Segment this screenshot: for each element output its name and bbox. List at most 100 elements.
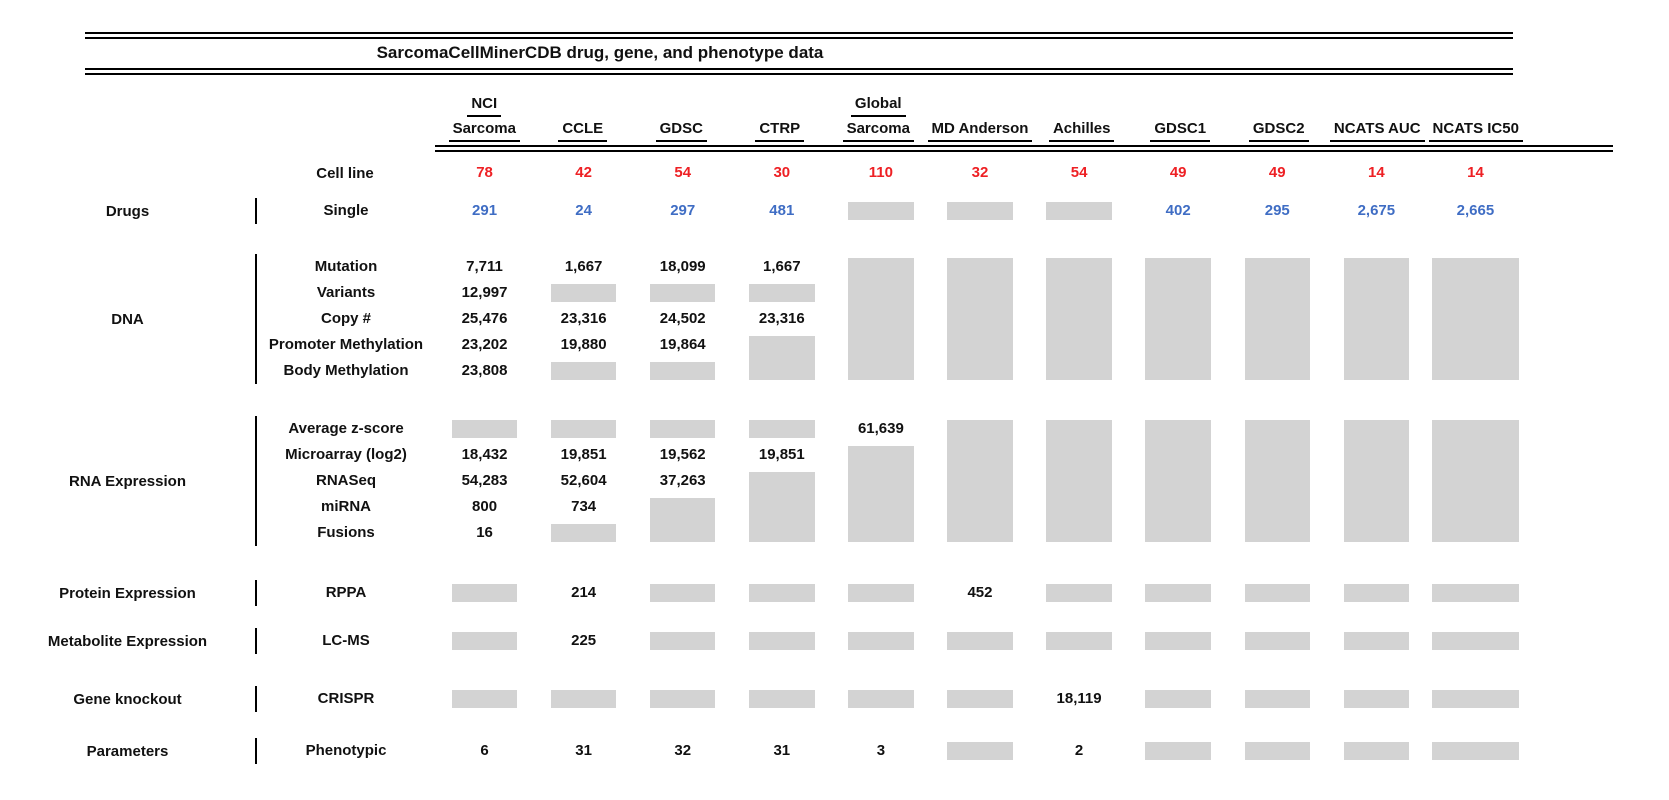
cell-line-count: 78 — [476, 164, 493, 181]
data-value: 481 — [769, 202, 795, 219]
data-value: 54,283 — [461, 472, 508, 489]
data-column: 1,667 23,316 19,880 — [534, 254, 633, 384]
row-label: Fusions — [317, 524, 375, 541]
section-drugs: Drugs Single 291 24 297 481 402 295 2,675 2,665 — [0, 198, 1669, 224]
no-data-box — [550, 420, 617, 438]
data-column: 24 — [534, 198, 633, 224]
no-data-box — [1244, 420, 1310, 542]
column-header: GDSC1 — [1131, 86, 1230, 142]
column-header-label: CCLE — [558, 119, 608, 142]
column-header: Global Sarcoma — [829, 86, 928, 142]
data-column — [1228, 738, 1327, 764]
data-value: 1,667 — [763, 258, 801, 275]
data-value: 297 — [670, 202, 696, 219]
data-value: 24 — [575, 202, 592, 219]
row-label: miRNA — [320, 498, 371, 515]
data-column: 297 — [633, 198, 732, 224]
no-data-box — [947, 690, 1013, 708]
no-data-box — [1343, 258, 1410, 380]
data-column: 452 — [930, 580, 1029, 606]
title-bottom-rule — [85, 68, 1513, 75]
no-data-box — [451, 632, 518, 650]
cell-line-count: 110 — [868, 164, 893, 181]
data-column — [1030, 198, 1129, 224]
no-data-box — [1145, 690, 1211, 708]
no-data-box — [947, 420, 1013, 542]
no-data-box — [749, 284, 815, 302]
no-data-box — [749, 632, 815, 650]
no-data-box — [550, 362, 617, 380]
data-value: 800 — [472, 498, 498, 515]
no-data-box — [947, 202, 1013, 220]
no-data-box — [650, 632, 716, 650]
no-data-box — [749, 584, 815, 602]
table-body: Drugs Single 291 24 297 481 402 295 2,675 2,665 DN… — [0, 198, 1669, 764]
no-data-box — [650, 420, 716, 438]
data-column: 2 — [1030, 738, 1129, 764]
data-column — [534, 686, 633, 712]
no-data-box — [1343, 584, 1410, 602]
no-data-box — [1046, 632, 1112, 650]
no-data-box — [451, 584, 518, 602]
cell-line-count: 54 — [1070, 164, 1088, 181]
column-header-label: MD Anderson — [927, 119, 1033, 142]
no-data-box — [749, 690, 815, 708]
no-data-box — [1145, 584, 1211, 602]
data-value: 214 — [571, 584, 597, 601]
data-column: 6 — [435, 738, 534, 764]
data-value: 18,119 — [1056, 690, 1102, 707]
cell-line-row: Cell line 78 42 54 30 110 32 54 49 49 14 14 — [0, 160, 1669, 186]
row-label: Average z-score — [288, 420, 404, 437]
column-header: GDSC — [632, 86, 731, 142]
no-data-box — [1343, 632, 1410, 650]
section-metabolite-expression: Metabolite Expression LC-MS 225 — [0, 628, 1669, 654]
data-column — [1228, 628, 1327, 654]
no-data-box — [1343, 690, 1410, 708]
column-header-top-label: NCI — [467, 94, 502, 117]
cell-line-count: 42 — [575, 164, 592, 181]
no-data-box — [1046, 258, 1112, 380]
data-column: 18,432 54,283 800 16 — [435, 416, 534, 546]
data-value: 295 — [1264, 202, 1290, 219]
data-column: 18,119 — [1030, 686, 1129, 712]
data-column: 225 — [534, 628, 633, 654]
data-value: 19,851 — [758, 446, 805, 463]
data-column — [1228, 416, 1327, 546]
data-column — [831, 686, 930, 712]
no-data-box — [1145, 742, 1211, 760]
data-column — [732, 686, 831, 712]
column-header: NCATS AUC — [1328, 86, 1427, 142]
data-column: 19,851 52,604 734 — [534, 416, 633, 546]
title-bar: SarcomaCellMinerCDB drug, gene, and phen… — [85, 32, 1513, 75]
no-data-box — [1431, 742, 1520, 760]
data-column — [1030, 254, 1129, 384]
section-dna: DNA Mutation Variants Copy # Promoter Methyl… — [0, 254, 1669, 384]
data-value: 225 — [571, 632, 597, 649]
data-column: 2,665 — [1426, 198, 1525, 224]
data-value: 19,864 — [659, 336, 706, 353]
column-header-top-label: Global — [850, 94, 906, 117]
no-data-box — [1431, 420, 1520, 542]
category-label: Parameters — [86, 742, 169, 760]
data-column: 31 — [534, 738, 633, 764]
no-data-box — [749, 336, 815, 380]
data-column: 61,639 — [831, 416, 930, 546]
no-data-box — [650, 284, 716, 302]
column-header-label: Sarcoma — [842, 119, 914, 142]
no-data-box — [947, 632, 1013, 650]
category-label: Protein Expression — [59, 584, 196, 602]
row-label: LC-MS — [322, 632, 370, 649]
column-header-label: CTRP — [755, 119, 805, 142]
data-column: 7,711 12,997 25,476 23,202 23,808 — [435, 254, 534, 384]
data-value: 31 — [575, 742, 592, 759]
category-label: Metabolite Expression — [47, 632, 208, 650]
no-data-box — [1343, 742, 1410, 760]
column-header-label: GDSC — [655, 119, 707, 142]
data-column — [1426, 416, 1525, 546]
no-data-box — [1431, 258, 1520, 380]
data-value: 52,604 — [560, 472, 607, 489]
data-column: 402 — [1129, 198, 1228, 224]
section-protein-expression: Protein Expression RPPA 214 452 — [0, 580, 1669, 606]
data-value: 18,432 — [461, 446, 508, 463]
no-data-box — [1046, 584, 1112, 602]
